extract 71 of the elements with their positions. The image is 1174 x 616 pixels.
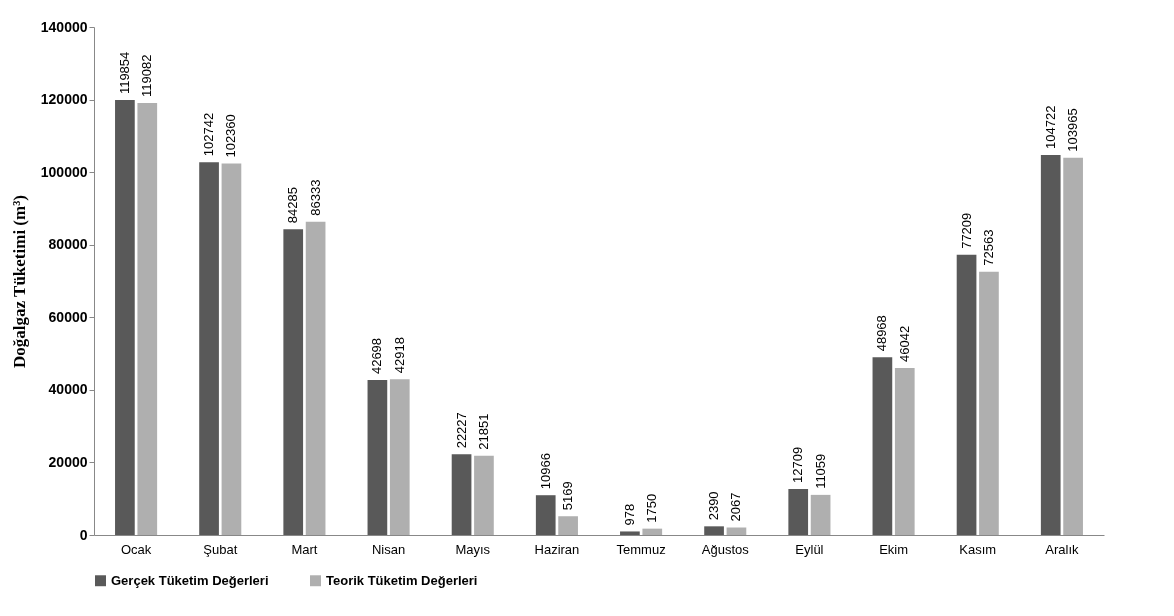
x-tick-label: Eylül <box>795 541 824 557</box>
data-label: 104722 <box>1042 105 1058 150</box>
data-label: 102360 <box>223 114 239 158</box>
data-label: 978 <box>621 503 637 526</box>
x-tick-label: Mart <box>291 541 318 557</box>
data-label: 119082 <box>139 54 155 97</box>
x-tick-label: Şubat <box>203 541 238 557</box>
y-tick-label: 80000 <box>48 236 88 253</box>
x-tick-label: Ağustos <box>701 541 750 557</box>
bar <box>115 100 135 535</box>
bar <box>704 526 724 535</box>
bar <box>726 527 747 535</box>
y-tick-label: 120000 <box>40 91 88 108</box>
bar <box>894 367 915 535</box>
x-tick-label: Nisan <box>371 541 406 557</box>
x-tick-label: Mayıs <box>455 541 491 557</box>
bar <box>956 254 977 535</box>
data-label: 21851 <box>475 413 491 450</box>
data-label: 46042 <box>896 325 912 362</box>
bar <box>535 495 556 535</box>
x-tick-label: Kasım <box>959 541 997 557</box>
bar <box>1063 157 1083 535</box>
bar <box>389 379 410 535</box>
bar <box>872 357 893 535</box>
data-label: 12709 <box>790 446 806 483</box>
x-tick-label: Ekim <box>879 541 909 557</box>
bar <box>474 455 494 535</box>
data-label: 1750 <box>644 493 660 523</box>
y-tick-label: 20000 <box>48 453 88 470</box>
bar <box>979 271 999 535</box>
bar <box>137 102 158 535</box>
y-tick-label: 100000 <box>40 163 88 180</box>
legend-label: Gerçek Tüketim Değerleri <box>111 572 269 588</box>
data-label: 77209 <box>958 212 974 249</box>
bar <box>221 163 242 535</box>
data-label: 102742 <box>201 112 217 157</box>
data-label: 72563 <box>980 229 996 266</box>
data-label: 86333 <box>307 179 323 216</box>
bar <box>788 488 809 535</box>
data-label: 119854 <box>116 51 132 95</box>
x-tick-label: Temmuz <box>616 541 666 557</box>
data-label: 11059 <box>812 453 828 489</box>
bar <box>558 516 578 535</box>
x-tick-label: Aralık <box>1045 541 1080 557</box>
bar <box>810 494 831 535</box>
data-label: 2067 <box>728 492 744 522</box>
y-tick-label: 140000 <box>40 18 88 35</box>
bar <box>642 528 663 535</box>
bar <box>367 380 388 535</box>
data-label: 84285 <box>285 187 301 224</box>
legend-label: Teorik Tüketim Değerleri <box>326 572 478 588</box>
y-tick-label: 0 <box>79 526 88 543</box>
y-axis-title: Doğalgaz Tüketimi (m³) <box>9 195 29 368</box>
data-label: 5169 <box>560 481 576 511</box>
bar <box>283 229 304 535</box>
bar <box>305 221 326 535</box>
x-tick-label: Ocak <box>120 541 152 557</box>
bar <box>1040 155 1061 535</box>
y-tick-label: 60000 <box>48 308 88 325</box>
bar <box>451 454 472 535</box>
bar <box>199 162 219 535</box>
data-label: 48968 <box>874 315 890 352</box>
data-label: 2390 <box>706 491 722 521</box>
data-label: 103965 <box>1065 108 1081 152</box>
data-label: 42918 <box>391 337 407 374</box>
data-label: 22227 <box>453 412 469 449</box>
y-tick-label: 40000 <box>48 381 88 398</box>
x-tick-label: Haziran <box>534 541 580 557</box>
data-label: 42698 <box>369 337 385 375</box>
bar <box>620 531 640 535</box>
data-label: 10966 <box>537 453 553 490</box>
